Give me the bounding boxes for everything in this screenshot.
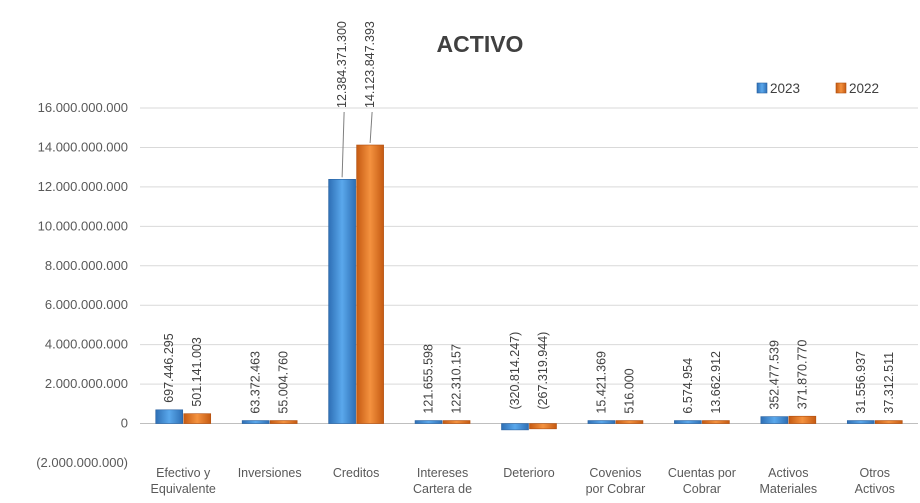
x-tick-label: Efectivo y xyxy=(156,466,211,480)
x-tick-label: Creditos xyxy=(333,466,380,480)
data-label: 12.384.371.300 xyxy=(335,21,349,108)
bar-2023 xyxy=(760,416,789,424)
data-label: 15.421.369 xyxy=(594,351,608,414)
x-tick-label: Cartera de xyxy=(413,482,472,496)
x-tick-label: Covenios xyxy=(589,466,641,480)
x-tick-label: Cuentas por xyxy=(668,466,736,480)
legend-label: 2022 xyxy=(849,81,879,96)
label-leader-line xyxy=(341,111,345,178)
x-tick-label: Activos xyxy=(855,482,895,496)
bar-2022 xyxy=(529,423,557,430)
bar-2023 xyxy=(501,423,529,431)
bar-2022 xyxy=(183,413,212,424)
bar-2022 xyxy=(615,420,644,424)
data-label: 37.312.511 xyxy=(882,352,896,414)
x-tick-label: Otros xyxy=(859,466,890,480)
y-tick-label: 10.000.000.000 xyxy=(38,218,128,233)
bar-2023 xyxy=(328,179,356,424)
legend: 2023 2022 xyxy=(756,81,879,96)
x-tick-label: Cobrar xyxy=(683,482,721,496)
data-label: 501.141.003 xyxy=(190,337,204,407)
y-tick-label: 4.000.000.000 xyxy=(45,337,128,352)
y-tick-label: 0 xyxy=(121,416,128,431)
data-label: 13.662.912 xyxy=(709,351,723,414)
x-tick-label: Deterioro xyxy=(503,466,554,480)
x-tick-label: Intereses xyxy=(417,466,468,480)
data-label: 31.556.937 xyxy=(854,351,868,414)
x-tick-label: Activos xyxy=(768,466,808,480)
x-tick-label: Equivalente xyxy=(151,482,216,496)
data-label: 516.000 xyxy=(622,368,636,413)
bar-2023 xyxy=(414,420,443,424)
bar-2022 xyxy=(269,420,298,424)
y-tick-label: 2.000.000.000 xyxy=(45,376,128,391)
y-tick-label: 8.000.000.000 xyxy=(45,258,128,273)
bar-2022 xyxy=(874,420,903,424)
bar-2023 xyxy=(155,409,184,424)
data-label: 55.004.760 xyxy=(277,351,291,414)
y-tick-label: 12.000.000.000 xyxy=(38,179,128,194)
data-label: 371.870.770 xyxy=(795,340,809,410)
data-label: 63.372.463 xyxy=(249,351,263,414)
data-label: 122.310.157 xyxy=(450,344,464,414)
x-tick-label: Materiales xyxy=(759,482,817,496)
y-tick-label: 6.000.000.000 xyxy=(45,297,128,312)
data-label: 697.446.295 xyxy=(162,333,176,403)
y-tick-label: (2.000.000.000) xyxy=(36,455,128,470)
bar-2023 xyxy=(241,420,270,424)
bar-2022 xyxy=(356,144,384,424)
bar-2022 xyxy=(702,420,730,424)
x-tick-label: Inversiones xyxy=(238,466,302,480)
label-leader-line xyxy=(369,111,373,144)
y-tick-label: 14.000.000.000 xyxy=(38,139,128,154)
y-tick-label: 16.000.000.000 xyxy=(38,100,128,115)
data-label: 121.655.598 xyxy=(422,344,436,414)
data-label: 352.477.539 xyxy=(767,340,781,410)
bar-2023 xyxy=(846,420,875,424)
bar-2023 xyxy=(674,420,702,424)
legend-swatch xyxy=(756,82,768,94)
data-label: (320.814.247) xyxy=(508,332,522,410)
legend-label: 2023 xyxy=(770,81,800,96)
data-label: 6.574.954 xyxy=(681,358,695,414)
data-label: 14.123.847.393 xyxy=(363,21,377,108)
bar-2022 xyxy=(788,415,817,424)
bar-2023 xyxy=(587,420,616,424)
x-tick-label: por Cobrar xyxy=(586,482,646,496)
chart-title: ACTIVO xyxy=(437,31,524,57)
bar-2022 xyxy=(442,420,471,424)
legend-swatch xyxy=(835,82,847,94)
data-label: (267.319.944) xyxy=(536,332,550,410)
